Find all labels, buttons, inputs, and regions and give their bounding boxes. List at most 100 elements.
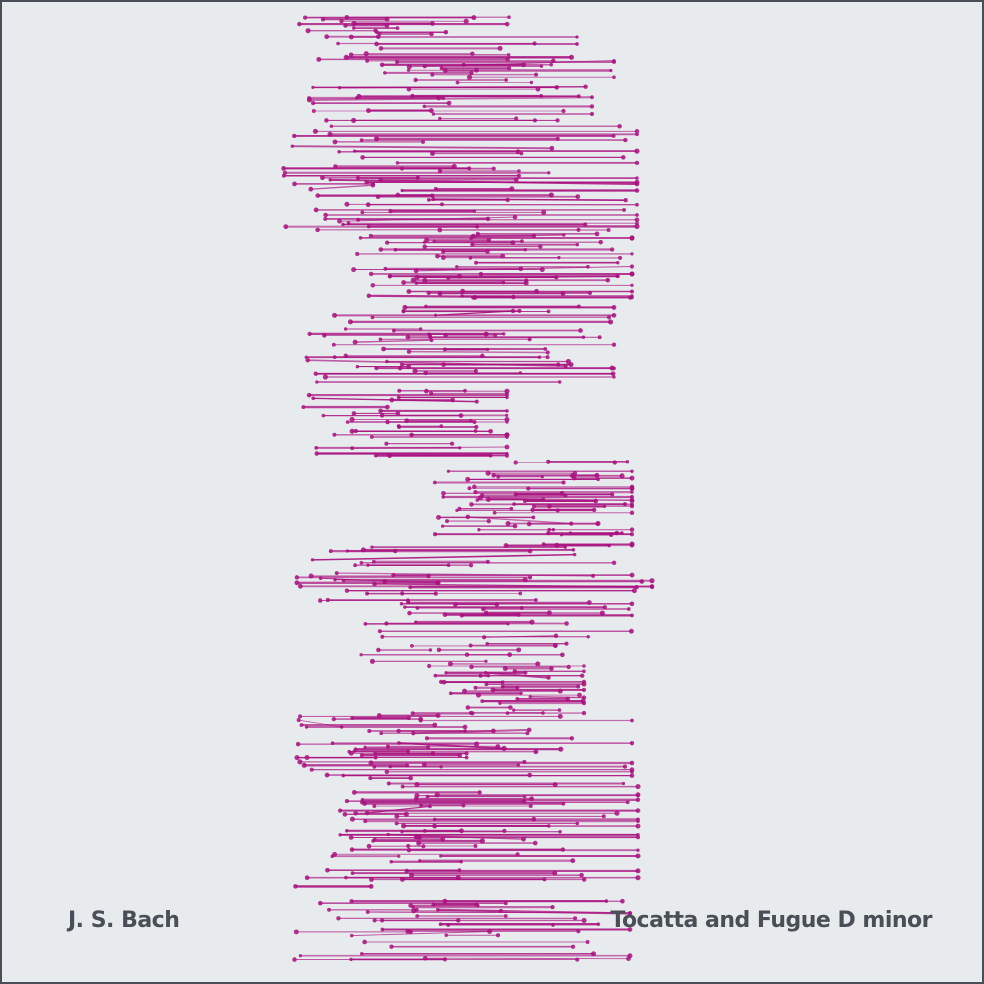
note-dot-113-0: [435, 253, 440, 259]
note-dot-27-1: [609, 68, 613, 73]
note-dot-117-1: [586, 264, 590, 269]
note-dot-416-0: [368, 877, 374, 882]
note-dot-192-0: [345, 420, 350, 424]
note-dot-344-0: [385, 744, 390, 749]
note-dot-176-1: [557, 380, 562, 384]
note-dot-60-0: [430, 151, 435, 156]
note-dot-325-1: [581, 710, 587, 716]
note-dot-161-1: [545, 350, 550, 355]
note-dot-240-0: [505, 520, 511, 527]
note-dot-219-0: [441, 490, 446, 496]
note-dot-281-1: [626, 607, 631, 611]
note-dot-417-0: [293, 884, 298, 889]
note-dot-380-1: [614, 810, 620, 816]
note-dot-16-1: [506, 53, 511, 57]
note-dot-139-1: [630, 295, 634, 300]
note-dot-413-1: [635, 875, 641, 881]
note-dot-143-1: [517, 308, 522, 313]
note-dot-188-0: [379, 413, 385, 418]
note-dot-274-1: [518, 591, 523, 596]
note-dot-370-1: [635, 792, 641, 798]
note-dot-437-1: [487, 929, 493, 934]
note-line-126: [448, 275, 619, 279]
note-dot-75-1: [370, 182, 376, 188]
note-line-100: [473, 234, 564, 237]
note-dot-28-0: [406, 68, 411, 72]
note-dot-145-0: [332, 312, 337, 318]
note-dot-408-1: [459, 860, 463, 864]
note-dot-335-1: [462, 724, 468, 730]
note-dot-33-0: [455, 80, 460, 85]
note-dot-82-0: [431, 197, 436, 202]
note-dot-64-1: [491, 166, 496, 171]
note-dot-430-0: [372, 918, 377, 923]
note-dot-12-1: [575, 35, 579, 39]
note-dot-359-1: [622, 764, 628, 769]
note-dot-17-0: [363, 51, 369, 57]
note-dot-444-1: [575, 957, 580, 962]
note-dot-154-0: [405, 334, 411, 340]
note-dot-86-0: [313, 207, 319, 213]
note-dot-358-0: [372, 765, 377, 769]
note-dot-43-1: [589, 104, 595, 109]
note-dot-238-1: [486, 518, 492, 524]
note-dot-212-0: [496, 474, 501, 479]
note-dot-272-0: [344, 588, 350, 593]
note-dot-297-1: [516, 647, 522, 653]
note-dot-328-1: [557, 713, 563, 719]
note-dot-332-1: [630, 718, 634, 723]
note-dot-183-0: [389, 397, 395, 403]
note-dot-167-0: [399, 362, 404, 367]
note-dot-96-0: [315, 227, 320, 233]
note-dot-111-1: [485, 249, 490, 254]
note-dot-43-0: [422, 104, 427, 109]
note-dot-182-1: [474, 399, 479, 404]
note-dot-5-1: [430, 21, 435, 26]
note-dot-47-0: [438, 116, 442, 121]
note-dot-29-0: [383, 71, 387, 75]
note-dot-436-0: [293, 929, 299, 935]
note-dot-270-1: [649, 584, 655, 589]
note-dot-371-0: [425, 794, 430, 799]
note-dot-83-0: [344, 201, 350, 207]
note-dot-428-1: [503, 914, 508, 918]
note-dot-125-0: [414, 274, 420, 280]
note-dot-145-1: [611, 313, 617, 318]
note-dot-49-1: [532, 118, 538, 123]
note-dot-298-1: [560, 652, 565, 658]
note-dot-188-1: [505, 413, 509, 418]
note-dot-209-0: [485, 470, 491, 476]
note-dot-208-1: [630, 469, 634, 473]
note-dot-250-1: [629, 542, 635, 548]
note-dot-150-1: [502, 332, 506, 336]
note-dot-133-0: [406, 289, 412, 294]
note-dot-314-0: [473, 685, 478, 690]
note-dot-59-1: [634, 148, 640, 154]
note-dot-316-1: [557, 688, 563, 694]
note-dot-279-1: [629, 601, 635, 607]
note-dot-286-0: [459, 613, 465, 618]
note-dot-247-1: [629, 532, 635, 537]
note-dot-220-1: [630, 490, 634, 494]
note-dot-379-1: [635, 808, 641, 813]
note-dot-436-1: [408, 929, 413, 935]
note-dot-278-0: [453, 602, 458, 607]
note-dot-168-0: [441, 362, 446, 367]
note-dot-237-0: [465, 514, 471, 520]
note-dot-30-0: [430, 72, 435, 77]
note-dot-347-1: [533, 749, 539, 755]
note-dot-441-0: [360, 952, 364, 956]
note-dot-151-1: [483, 331, 489, 337]
note-dot-427-1: [498, 908, 503, 913]
note-dot-5-0: [351, 20, 357, 27]
note-dot-301-0: [447, 661, 453, 667]
note-dot-57-0: [290, 144, 294, 148]
note-dot-136-0: [366, 293, 372, 299]
note-dot-10-1: [429, 31, 434, 37]
note-dot-392-1: [558, 829, 562, 834]
note-dot-68-1: [517, 173, 521, 178]
note-dot-340-0: [424, 736, 429, 741]
note-dot-106-0: [422, 240, 427, 244]
note-dot-292-0: [380, 634, 385, 639]
note-dot-35-0: [337, 86, 342, 90]
